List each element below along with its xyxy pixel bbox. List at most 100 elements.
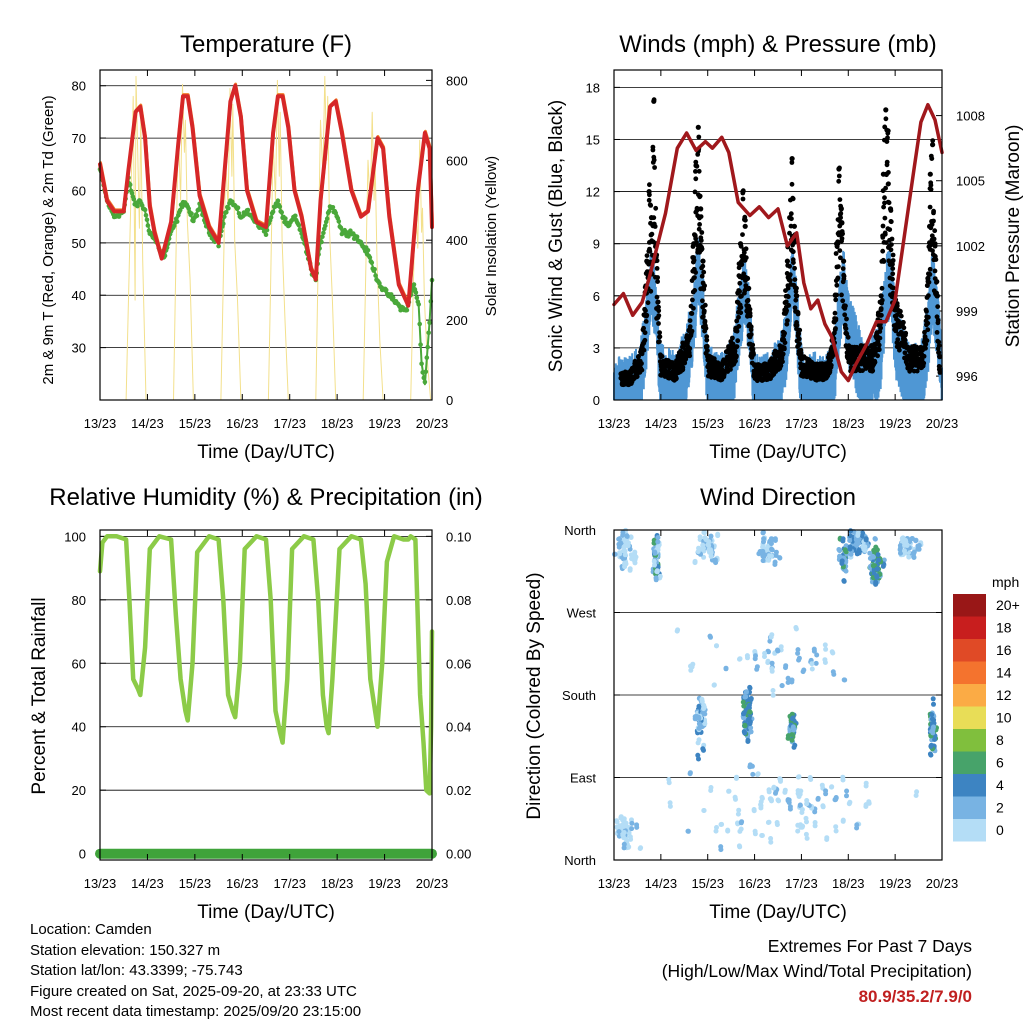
direction-point [685, 828, 691, 834]
direction-point [907, 539, 913, 544]
direction-point [747, 709, 753, 715]
gust-point [875, 353, 880, 359]
info-recent: Most recent data timestamp: 2025/09/20 2… [30, 1003, 362, 1020]
gust-point [879, 285, 885, 291]
direction-point [723, 666, 729, 672]
gust-point [886, 181, 891, 187]
gust-peak-point [838, 206, 844, 212]
direction-point [621, 816, 627, 822]
gust-point [644, 312, 650, 318]
direction-point [820, 804, 826, 810]
gust-point [652, 224, 658, 229]
gust-point [924, 309, 929, 314]
gust-point [748, 332, 754, 337]
gust-peak-point [752, 362, 758, 368]
gust-point [884, 139, 890, 145]
direction-point [651, 558, 657, 564]
direction-point [762, 654, 767, 660]
direction-point [822, 657, 828, 663]
gust-point [647, 182, 652, 188]
direction-point [629, 820, 635, 826]
gust-point [898, 313, 904, 319]
gust-point [837, 197, 843, 203]
direction-point [927, 751, 933, 757]
direction-point [899, 536, 905, 541]
legend-label: 0 [996, 822, 1004, 838]
gust-peak-point [824, 362, 830, 368]
direction-point [795, 650, 801, 656]
gust-peak-point [651, 98, 657, 104]
gust-point [782, 346, 787, 352]
direction-point [860, 543, 866, 549]
gust-peak-point [887, 206, 894, 212]
direction-point [812, 823, 818, 829]
gust-point [936, 339, 942, 345]
direction-point [734, 774, 739, 780]
gust-point [743, 217, 748, 223]
gust-point [885, 135, 890, 141]
direction-point [708, 788, 714, 793]
extremes-values: 80.9/35.2/7.9/0 [858, 987, 972, 1006]
direction-point [747, 762, 753, 768]
gust-point [926, 314, 931, 320]
direction-point [813, 660, 819, 666]
legend-swatch [953, 751, 986, 774]
gust-point [691, 257, 697, 263]
direction-point [785, 735, 791, 741]
gust-point [883, 116, 889, 122]
gust-peak-point [719, 362, 725, 368]
pressure-line [612, 102, 944, 383]
x-tick-label: 17/23 [273, 416, 306, 431]
gust-point [697, 193, 703, 199]
direction-point [776, 798, 782, 804]
humidity-ylabel: Percent & Total Rainfall [29, 597, 50, 794]
y2-tick-label: 0.00 [446, 847, 471, 862]
gust-peak-point [878, 293, 884, 299]
gust-point [932, 268, 938, 274]
gust-point [651, 157, 657, 163]
gust-point [648, 203, 654, 208]
direction-point [829, 784, 835, 790]
gust-point [699, 246, 705, 252]
gust-point [836, 264, 841, 269]
gust-point [927, 272, 933, 277]
x-tick-label: 17/23 [273, 876, 306, 891]
y-tick-label: West [567, 606, 597, 621]
gust-peak-point [937, 354, 943, 360]
direction-point [766, 557, 772, 563]
direction-point [847, 799, 853, 805]
gust-point [934, 279, 940, 285]
gust-point [747, 306, 753, 312]
gust-point [693, 169, 698, 174]
info-created: Figure created on Sat, 2025-09-20, at 23… [30, 982, 357, 1000]
gust-point [837, 248, 843, 254]
extremes-title: Extremes For Past 7 Days [767, 936, 972, 956]
gust-point [702, 283, 707, 289]
direction-point [695, 740, 701, 746]
direction-point [701, 530, 707, 535]
dewpoint-point [263, 232, 269, 237]
gust-point [687, 318, 693, 323]
direction-point [804, 801, 810, 807]
gust-point [839, 220, 845, 226]
direction-point [655, 535, 661, 541]
gust-point [696, 226, 702, 232]
gust-point [700, 314, 706, 319]
direction-point [847, 544, 853, 550]
direction-point [714, 643, 719, 649]
gust-point [890, 285, 896, 291]
direction-point [863, 537, 869, 543]
direction-point [847, 533, 853, 539]
temp-2m-line [98, 83, 434, 308]
direction-point [696, 756, 701, 762]
x-tick-label: 14/23 [131, 876, 164, 891]
direction-point [617, 550, 623, 556]
y2-tick-label: 200 [446, 313, 468, 328]
legend-swatch [953, 616, 986, 639]
direction-point [777, 777, 783, 783]
x-tick-label: 13/23 [598, 876, 631, 891]
direction-point [906, 554, 912, 560]
y2-tick-label: 1008 [956, 109, 985, 124]
gust-point [691, 305, 696, 311]
gust-point [839, 292, 844, 298]
